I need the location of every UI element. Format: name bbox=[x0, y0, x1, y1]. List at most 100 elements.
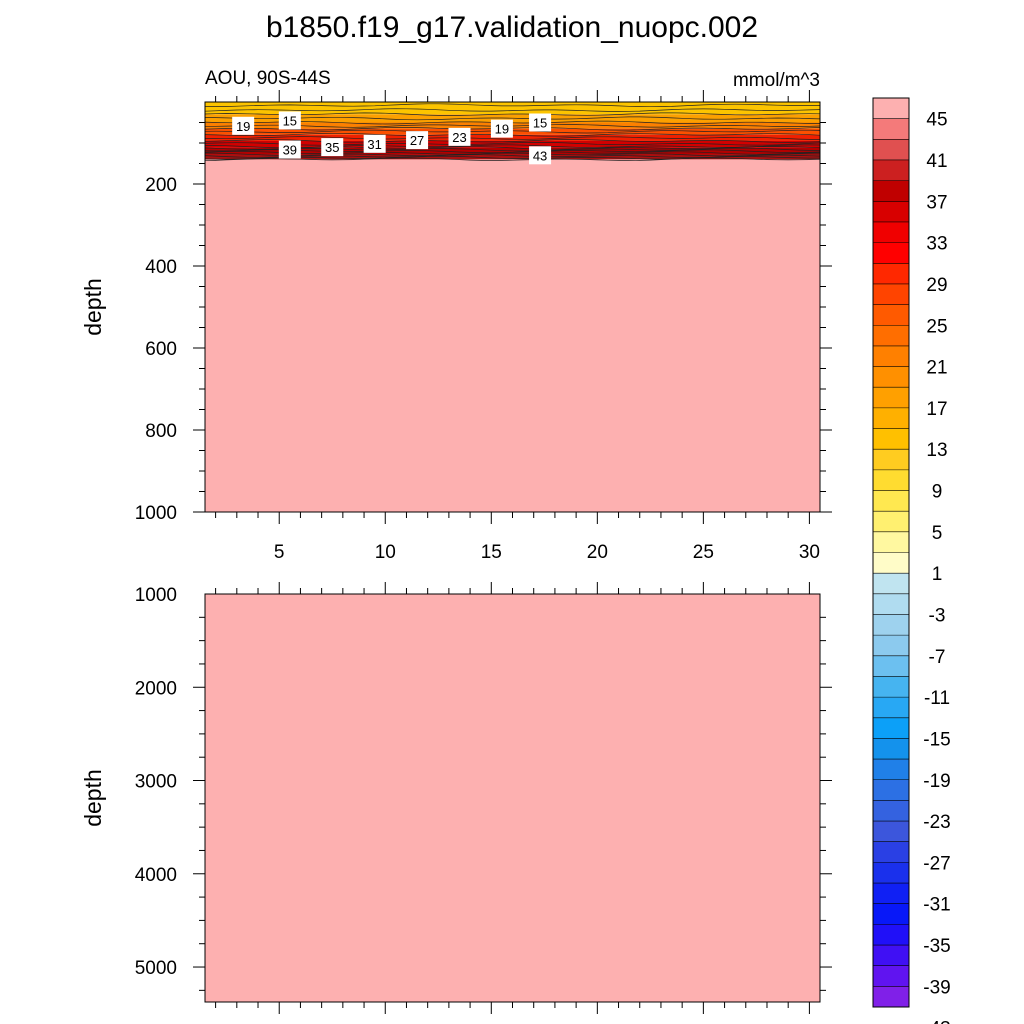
contour-fill-band bbox=[205, 154, 820, 160]
contour-label: 19 bbox=[495, 122, 509, 137]
contour-fill-band bbox=[205, 140, 820, 148]
contour-fill-band bbox=[205, 102, 820, 115]
colorbar-label: 9 bbox=[932, 482, 943, 503]
colorbar-label: -23 bbox=[923, 812, 950, 833]
colorbar-swatch bbox=[873, 759, 909, 781]
colorbar-swatch bbox=[873, 221, 909, 243]
contour-label-box bbox=[232, 116, 255, 135]
y-tick-label: 5000 bbox=[135, 958, 177, 979]
colorbar-swatch bbox=[873, 469, 909, 491]
contour-label: 15 bbox=[533, 116, 547, 131]
x-tick-label: 20 bbox=[587, 542, 608, 563]
contour-line bbox=[204, 157, 821, 162]
x-tick-label: 5 bbox=[274, 542, 285, 563]
x-tick-label: 10 bbox=[375, 542, 396, 563]
colorbar-swatch bbox=[873, 883, 909, 905]
y-tick-label: 800 bbox=[145, 421, 177, 442]
colorbar-swatch bbox=[873, 511, 909, 533]
colorbar-label: -7 bbox=[929, 647, 946, 668]
y-tick-label: 1000 bbox=[135, 503, 177, 524]
y-tick-label: 2000 bbox=[135, 678, 177, 699]
colorbar-swatch bbox=[873, 118, 909, 140]
contour-label-box bbox=[278, 140, 301, 159]
contour-label-box bbox=[321, 138, 344, 157]
contour-line bbox=[204, 136, 821, 140]
colorbar-swatch bbox=[873, 862, 909, 884]
x-tick-label: 30 bbox=[799, 542, 820, 563]
colorbar-swatch bbox=[873, 263, 909, 285]
colorbar-label: 29 bbox=[926, 275, 947, 296]
contour-fill-band bbox=[205, 134, 820, 141]
colorbar-swatch bbox=[873, 635, 909, 657]
subtitle-left: AOU, 90S-44S bbox=[205, 68, 331, 89]
contour-label: 43 bbox=[533, 148, 547, 163]
contour-fill-band bbox=[205, 159, 820, 512]
contour-line bbox=[204, 151, 821, 155]
colorbar-label: 45 bbox=[926, 110, 947, 131]
lower-fill bbox=[205, 594, 820, 1002]
y-axis-label: depth bbox=[80, 278, 106, 336]
colorbar-swatch bbox=[873, 986, 909, 1008]
colorbar-swatch bbox=[873, 821, 909, 843]
colorbar-swatch bbox=[873, 139, 909, 161]
y-axis-label: depth bbox=[80, 769, 106, 827]
contour-line bbox=[204, 116, 821, 121]
colorbar-swatch bbox=[873, 676, 909, 698]
x-tick-label: 25 bbox=[693, 542, 714, 563]
colorbar-swatch bbox=[873, 325, 909, 347]
colorbar-swatch bbox=[873, 180, 909, 202]
contour-label-box bbox=[278, 111, 301, 130]
contour-label: 19 bbox=[236, 119, 250, 134]
colorbar-label: 5 bbox=[932, 523, 943, 544]
colorbar-swatch bbox=[873, 283, 909, 305]
colorbar-swatch bbox=[873, 201, 909, 223]
colorbar-swatch bbox=[873, 924, 909, 946]
colorbar-swatch bbox=[873, 366, 909, 388]
contour-label-box bbox=[363, 134, 386, 153]
colorbar-swatch bbox=[873, 717, 909, 739]
colorbar-label: 25 bbox=[926, 316, 947, 337]
colorbar-swatch bbox=[873, 98, 909, 119]
colorbar-swatch bbox=[873, 697, 909, 719]
colorbar-swatch bbox=[873, 945, 909, 966]
colorbar-label: -19 bbox=[923, 771, 950, 792]
colorbar-swatch bbox=[873, 655, 909, 677]
y-tick-label: 1000 bbox=[135, 585, 177, 606]
contour-label-box bbox=[529, 146, 552, 165]
colorbar-swatch bbox=[873, 593, 909, 615]
contour-line bbox=[204, 108, 821, 112]
contour-label: 39 bbox=[283, 143, 297, 158]
y-tick-label: 200 bbox=[145, 175, 177, 196]
colorbar-swatch bbox=[873, 490, 909, 512]
colorbar-swatch bbox=[873, 841, 909, 863]
contour-line bbox=[204, 139, 821, 143]
colorbar-label: 33 bbox=[926, 234, 947, 255]
colorbar-label: -3 bbox=[929, 605, 946, 626]
contour-label-box bbox=[529, 113, 552, 132]
colorbar-swatch bbox=[873, 531, 909, 553]
contour-line bbox=[204, 155, 820, 160]
colorbar-swatch bbox=[873, 573, 909, 595]
figure-title: b1850.f19_g17.validation_nuopc.002 bbox=[266, 11, 758, 44]
contour-label: 15 bbox=[283, 113, 297, 128]
contour-label: 27 bbox=[410, 133, 424, 148]
contour-label: 23 bbox=[452, 130, 466, 145]
contour-line bbox=[204, 147, 821, 152]
contour-label-box bbox=[448, 127, 471, 146]
colorbar-swatch bbox=[873, 159, 909, 181]
y-tick-label: 4000 bbox=[135, 865, 177, 886]
colorbar-swatch bbox=[873, 449, 909, 471]
upper-panel: 19 15 15 19 23 27 31 35 39 43 5 10 15 20 25 30 200 400 600… bbox=[80, 90, 832, 563]
contour-line bbox=[204, 152, 821, 157]
x-tick-label: 15 bbox=[481, 542, 502, 563]
colorbar-label: -11 bbox=[924, 688, 950, 709]
colorbar-label: -35 bbox=[923, 936, 950, 957]
contour-label: 35 bbox=[325, 140, 339, 155]
y-tick-label: 3000 bbox=[135, 772, 177, 793]
colorbar-label: 21 bbox=[926, 358, 947, 379]
y-tick-label: 400 bbox=[145, 257, 177, 278]
colorbar-label: 17 bbox=[926, 399, 947, 420]
colorbar-swatch bbox=[873, 428, 909, 450]
colorbar: 45 41 37 33 29 25 21 17 13 9 5 1 -3 -7 -11 -15 -19 -23 -27… bbox=[872, 97, 951, 1024]
